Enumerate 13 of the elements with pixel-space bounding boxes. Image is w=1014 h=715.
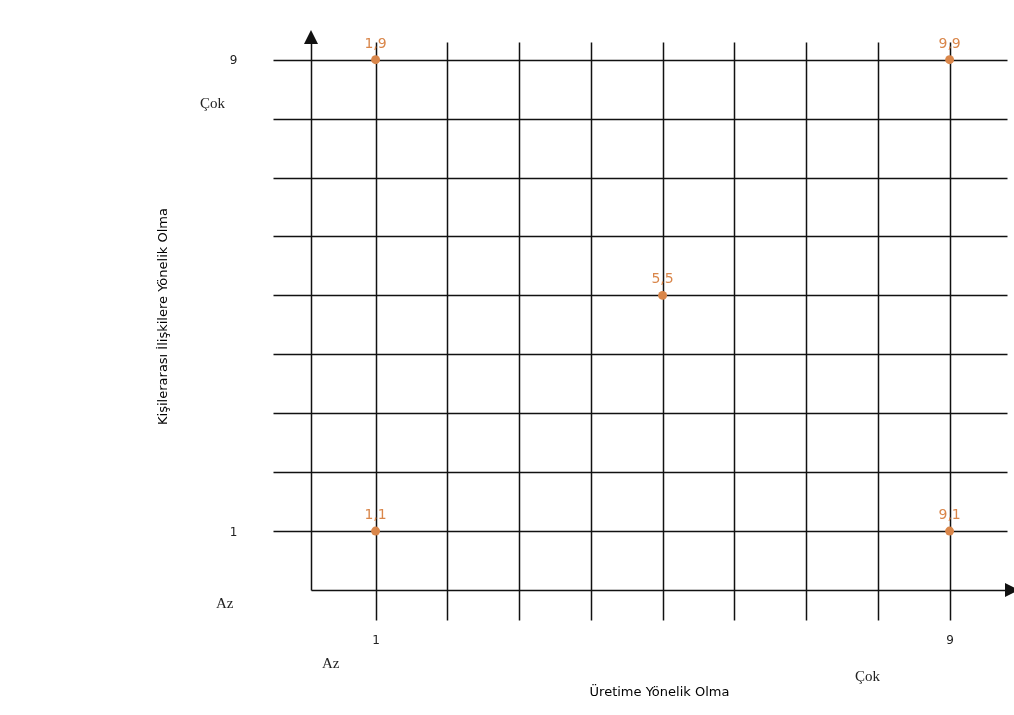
text: Az <box>322 655 340 672</box>
y-axis-title: Kişilerarası İlişkilere Yönelik Olma <box>154 208 170 425</box>
point <box>945 526 955 536</box>
text: Çok <box>200 95 226 112</box>
text: Çok <box>855 668 881 685</box>
point <box>658 290 668 300</box>
x-axis-title: Üretime Yönelik Olma <box>589 682 730 699</box>
point <box>371 55 381 65</box>
annotation: 1,9 <box>364 34 387 51</box>
text: Az <box>216 595 234 612</box>
annotation: 9,9 <box>938 34 961 51</box>
point <box>371 526 381 536</box>
point <box>945 55 955 65</box>
